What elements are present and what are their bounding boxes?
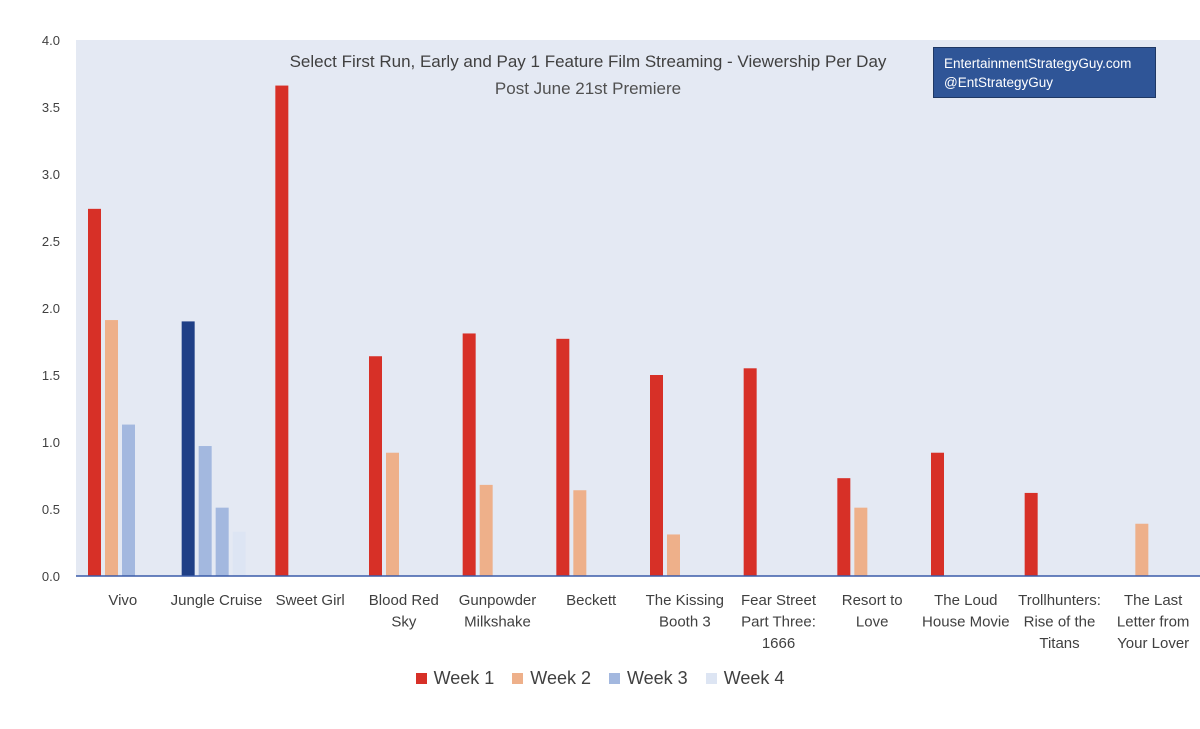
y-tick-label: 4.0 [42, 33, 60, 48]
bar-week-1 [743, 368, 757, 576]
x-tick-label-line: Fear Street [741, 592, 817, 609]
bar-week-1 [931, 452, 944, 576]
bar-week-2 [667, 534, 680, 576]
bar-week-2 [1135, 523, 1149, 576]
x-tick-label-line: Vivo [108, 592, 137, 609]
x-tick-label-line: Love [856, 614, 889, 631]
x-tick-label-line: Titans [1039, 635, 1079, 652]
bar-week-4 [232, 531, 246, 576]
legend-swatch [512, 673, 524, 684]
bars [88, 85, 1149, 576]
bar-week-1 [88, 208, 101, 576]
legend-label: Week 3 [627, 668, 688, 688]
x-tick-label-line: Trollhunters: [1018, 592, 1101, 609]
bar-week-2 [573, 490, 587, 576]
y-tick-label: 3.0 [42, 167, 60, 182]
y-tick-label: 0.5 [42, 502, 60, 517]
x-axis-labels: Vivo Jungle Cruise Sweet Girl Blood Red Sky G… [108, 592, 1189, 652]
x-tick-label: Fear Street Part Three: 1666 [741, 592, 817, 652]
legend-item-week-4: Week 4 [705, 668, 785, 689]
y-tick-label: 1.0 [42, 435, 60, 450]
x-tick-label: Trollhunters: Rise of the Titans [1018, 592, 1101, 652]
x-tick-label-line: Part Three: [741, 614, 816, 631]
x-tick-label: Sweet Girl [276, 592, 345, 609]
chart-subtitle: Post June 21st Premiere [494, 79, 682, 98]
y-tick-label: 3.5 [42, 100, 60, 115]
bar-week-2 [105, 320, 118, 576]
legend-item-week-1: Week 1 [415, 668, 495, 689]
x-tick-label-line: Booth 3 [659, 614, 711, 631]
x-tick-label-line: Sweet Girl [276, 592, 345, 609]
y-tick-label: 2.0 [42, 301, 60, 316]
legend: Week 1 Week 2 Week 3 Week 4 [0, 668, 1200, 689]
bar-week-1 [1024, 492, 1038, 576]
x-tick-label: The Last Letter from Your Lover [1117, 592, 1190, 652]
x-tick-label: Blood Red Sky [369, 592, 439, 631]
x-tick-label-line: The Kissing [646, 592, 724, 609]
x-tick-label-line: The Last [1124, 592, 1183, 609]
credit-box: EntertainmentStrategyGuy.com @EntStrateg… [933, 47, 1156, 98]
bar-week-2 [479, 484, 493, 576]
bar-week-1 [650, 375, 663, 576]
x-tick-label-line: Resort to [842, 592, 903, 609]
bar-week-1 [837, 478, 851, 576]
x-tick-label: Gunpowder Milkshake [459, 592, 537, 631]
legend-label: Week 4 [723, 668, 785, 688]
x-tick-label-line: Letter from [1117, 614, 1190, 631]
x-tick-label-line: The Loud [934, 592, 997, 609]
bar-week-2 [386, 452, 399, 576]
chart-title: Select First Run, Early and Pay 1 Featur… [289, 52, 887, 71]
bar-week-1 [556, 338, 570, 576]
legend-label: Week 1 [433, 668, 495, 688]
legend-swatch [609, 673, 620, 684]
bar-week-2 [854, 507, 868, 576]
y-axis-ticks: 0.0 0.5 1.0 1.5 2.0 2.5 3.0 3.5 4.0 [42, 33, 60, 584]
x-tick-label: Beckett [566, 592, 617, 609]
legend-label: Week 2 [530, 668, 591, 688]
y-tick-label: 1.5 [42, 368, 60, 383]
plot-background [76, 40, 1200, 576]
x-tick-label: Vivo [108, 592, 137, 609]
x-tick-label-line: Rise of the [1024, 614, 1096, 631]
x-tick-label-line: House Movie [922, 614, 1010, 631]
bar-week-1 [275, 85, 289, 576]
bar-week-1 [181, 321, 195, 576]
x-tick-label-line: Beckett [566, 592, 617, 609]
legend-item-week-2: Week 2 [512, 668, 591, 689]
x-tick-label-line: Gunpowder [459, 592, 537, 609]
bar-week-3 [215, 507, 229, 576]
x-tick-label: The Loud House Movie [922, 592, 1010, 631]
bar-week-3 [122, 424, 135, 576]
credit-handle: @EntStrategyGuy [944, 75, 1054, 90]
x-tick-label: The Kissing Booth 3 [646, 592, 724, 631]
x-tick-label-line: 1666 [762, 635, 795, 652]
legend-swatch [705, 673, 717, 684]
credit-website: EntertainmentStrategyGuy.com [944, 56, 1132, 71]
bar-week-1 [462, 333, 476, 576]
legend-swatch [415, 673, 427, 684]
y-tick-label: 0.0 [42, 569, 60, 584]
x-tick-label: Resort to Love [842, 592, 903, 631]
x-tick-label-line: Blood Red [369, 592, 439, 609]
x-tick-label-line: Milkshake [464, 614, 531, 631]
x-tick-label-line: Your Lover [1117, 635, 1189, 652]
x-tick-label-line: Jungle Cruise [171, 592, 263, 609]
bar-week-1 [369, 356, 382, 576]
y-tick-label: 2.5 [42, 234, 60, 249]
bar-week-2 [198, 446, 212, 576]
x-tick-label-line: Sky [391, 614, 417, 631]
x-tick-label: Jungle Cruise [171, 592, 263, 609]
legend-item-week-3: Week 3 [609, 668, 688, 689]
